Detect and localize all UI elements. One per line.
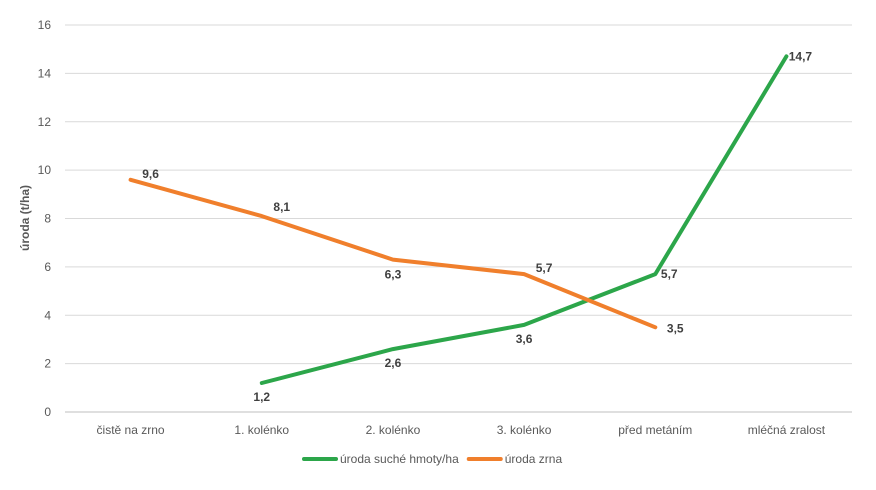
series-lines — [128, 54, 789, 385]
x-tick-label: 3. kolénko — [497, 423, 552, 437]
series-line — [128, 177, 658, 330]
y-axis-title: úroda (t/ha) — [18, 185, 32, 251]
x-tick-label: čistě na zrno — [97, 423, 165, 437]
data-label: 8,1 — [273, 200, 290, 214]
x-axis-ticks: čistě na zrno 1. kolénko 2. kolénko 3. kolé… — [97, 423, 826, 437]
series-line — [259, 54, 789, 385]
y-tick-label: 0 — [44, 405, 51, 419]
y-axis-ticks: 0 2 4 6 8 10 12 14 16 — [38, 18, 52, 419]
y-tick-label: 14 — [38, 66, 52, 80]
data-labels: 1,2 2,6 3,6 5,7 14,7 9,6 8,1 6,3 5,7 3,5 — [142, 49, 812, 404]
x-tick-label: 2. kolénko — [366, 423, 421, 437]
legend-label: úroda zrna — [505, 452, 563, 466]
data-label: 5,7 — [536, 261, 553, 275]
data-label: 2,6 — [385, 356, 402, 370]
y-tick-label: 6 — [44, 260, 51, 274]
data-label: 5,7 — [661, 267, 678, 281]
y-tick-label: 2 — [44, 357, 51, 371]
y-tick-label: 16 — [38, 18, 52, 32]
data-label: 3,5 — [667, 321, 684, 335]
x-tick-label: mléčná zralost — [748, 423, 826, 437]
y-tick-label: 10 — [38, 163, 52, 177]
gridlines — [65, 24, 852, 413]
data-label: 1,2 — [253, 390, 270, 404]
x-tick-label: před metáním — [618, 423, 692, 437]
legend: úroda suché hmoty/ha úroda zrna — [302, 452, 563, 466]
y-tick-label: 4 — [44, 308, 51, 322]
y-tick-label: 8 — [44, 212, 51, 226]
data-label: 3,6 — [516, 332, 533, 346]
legend-label: úroda suché hmoty/ha — [340, 452, 459, 466]
data-label: 6,3 — [385, 268, 402, 282]
data-label: 9,6 — [142, 167, 159, 181]
data-label: 14,7 — [789, 49, 813, 63]
y-tick-label: 12 — [38, 115, 52, 129]
x-tick-label: 1. kolénko — [234, 423, 289, 437]
